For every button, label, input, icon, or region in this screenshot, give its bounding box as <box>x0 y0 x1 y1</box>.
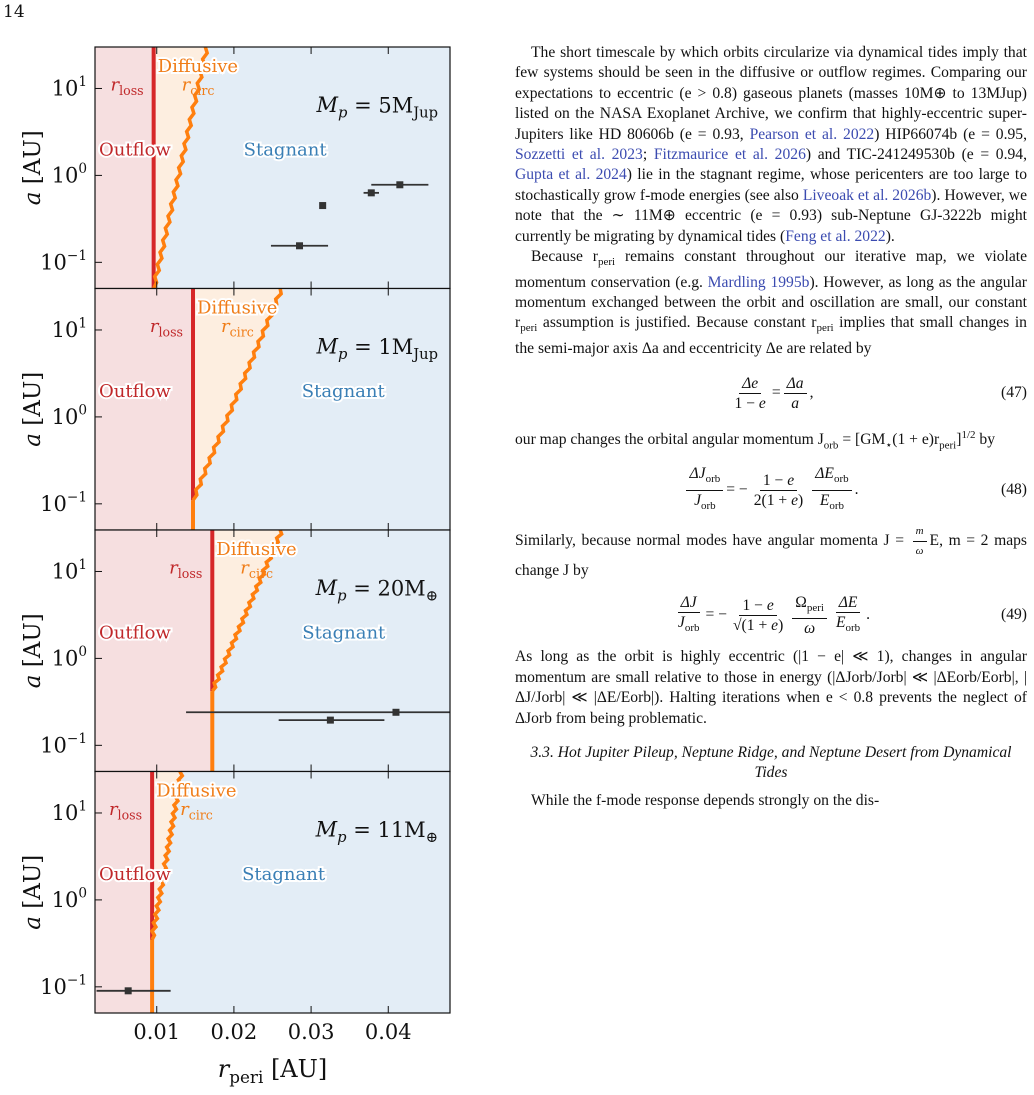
y-tick-label: 100 <box>52 402 87 428</box>
stagnant-label: Stagnant <box>302 381 386 402</box>
rcirc-curve <box>149 770 185 941</box>
y-axis-label: a [AU] <box>20 130 46 205</box>
mass-label: Mp = 20M⊕ <box>315 576 438 605</box>
planet-point <box>296 242 304 250</box>
stagnant-label: Stagnant <box>242 864 326 885</box>
rloss-label: rloss <box>150 316 183 340</box>
y-axis-label: a [AU] <box>20 372 46 447</box>
planet-point <box>367 189 375 197</box>
diffusive-label: Diffusive <box>156 781 236 802</box>
x-tick-label: 0.03 <box>288 1020 335 1044</box>
paragraph-6: While the f-mode response depends strong… <box>531 792 880 810</box>
regime-figure: 101 100 10−1 Outflow Stagnant Diffusive rloss r… <box>20 46 451 1087</box>
rloss-label: rloss <box>110 74 143 98</box>
diffusive-label: Diffusive <box>197 298 277 319</box>
rcirc-label: rcirc <box>240 557 273 581</box>
paragraph-5: As long as the orbit is highly eccentric… <box>515 648 1027 727</box>
rcirc-label: rcirc <box>182 74 215 98</box>
y-tick-label: 100 <box>52 161 87 187</box>
rloss-label: rloss <box>109 799 142 823</box>
citation[interactable]: Gupta et al. 2024 <box>515 166 627 184</box>
citation[interactable]: Liveoak et al. 2026b <box>802 186 932 204</box>
panel-frame <box>94 770 451 1014</box>
citation[interactable]: Sozzetti et al. 2023 <box>515 146 643 164</box>
citation[interactable]: Pearson et al. 2022 <box>749 125 875 143</box>
y-tick-label: 100 <box>52 644 87 670</box>
y-tick-label: 101 <box>52 799 87 825</box>
outflow-label: Outflow <box>99 381 171 402</box>
rcirc-curve <box>191 288 284 502</box>
diffusive-label: Diffusive <box>216 539 296 560</box>
y-axis-label: a [AU] <box>20 613 46 688</box>
paragraph-1: The short timescale by which orbits circ… <box>515 44 1027 245</box>
outflow-label: Outflow <box>99 864 171 885</box>
planet-point <box>319 202 327 210</box>
rcirc-label: rcirc <box>221 316 254 340</box>
citation[interactable]: Fitzmaurice et al. 2026 <box>653 146 806 164</box>
outflow-label: Outflow <box>99 623 171 644</box>
rloss-label: rloss <box>169 557 202 581</box>
rcirc-curve <box>152 46 210 290</box>
y-tick-label: 10−1 <box>40 248 87 274</box>
mass-label: Mp = 1MJup <box>316 335 438 364</box>
citation[interactable]: Mardling 1995b <box>707 273 810 291</box>
outflow-region <box>95 288 194 530</box>
paragraph-3: our map changes the orbital angular mome… <box>515 429 996 452</box>
planet-point <box>392 708 400 716</box>
y-tick-label: 101 <box>52 74 87 100</box>
citation[interactable]: Feng et al. 2022 <box>785 227 886 245</box>
x-tick-label: 0.02 <box>211 1020 258 1044</box>
outflow-label: Outflow <box>99 140 171 161</box>
y-tick-label: 10−1 <box>40 972 87 998</box>
y-tick-label: 100 <box>52 885 87 911</box>
y-tick-label: 101 <box>52 316 87 342</box>
paragraph-2: Because rperi remains constant throughou… <box>515 248 1028 357</box>
planet-point <box>124 987 132 995</box>
y-tick-label: 10−1 <box>40 489 87 515</box>
rcirc-curve <box>210 529 284 693</box>
mass-label: Mp = 11M⊕ <box>315 818 438 847</box>
paragraph-4: Similarly, because normal modes have ang… <box>515 522 1027 581</box>
y-tick-label: 10−1 <box>40 731 87 757</box>
equation-48: ΔJorb Jorb = − 1 − e 2(1 + e) ΔEorb Eorb. (4… <box>515 465 1027 512</box>
outflow-region <box>95 771 153 1013</box>
equation-47: Δe 1 − e = Δa a, (47) <box>734 374 1027 412</box>
outflow-region <box>95 47 154 289</box>
x-axis-label: rperi [AU] <box>218 1055 327 1087</box>
stagnant-label: Stagnant <box>302 623 386 644</box>
x-tick-label: 0.01 <box>133 1020 180 1044</box>
outflow-region <box>95 530 213 772</box>
equation-number: (47) <box>1001 384 1027 402</box>
planet-point <box>326 716 334 724</box>
equation-49: ΔJ Jorb = − 1 − e √(1 + e) Ωperi ω ΔE Eorb. (4… <box>677 593 1027 637</box>
planet-point <box>396 181 404 189</box>
x-tick-label: 0.04 <box>365 1020 412 1044</box>
rcirc-label: rcirc <box>180 799 213 823</box>
mass-label: Mp = 5MJup <box>316 93 438 122</box>
text-column: The short timescale by which orbits circ… <box>515 43 1027 811</box>
equation-number: (49) <box>1001 606 1027 624</box>
y-tick-label: 101 <box>52 557 87 583</box>
section-heading: 3.3. Hot Jupiter Pileup, Neptune Ridge, … <box>530 744 1012 782</box>
stagnant-label: Stagnant <box>244 140 328 161</box>
page-number: 14 <box>3 2 25 22</box>
equation-number: (48) <box>1001 481 1027 499</box>
diffusive-label: Diffusive <box>158 56 238 77</box>
y-axis-label: a [AU] <box>20 855 46 930</box>
